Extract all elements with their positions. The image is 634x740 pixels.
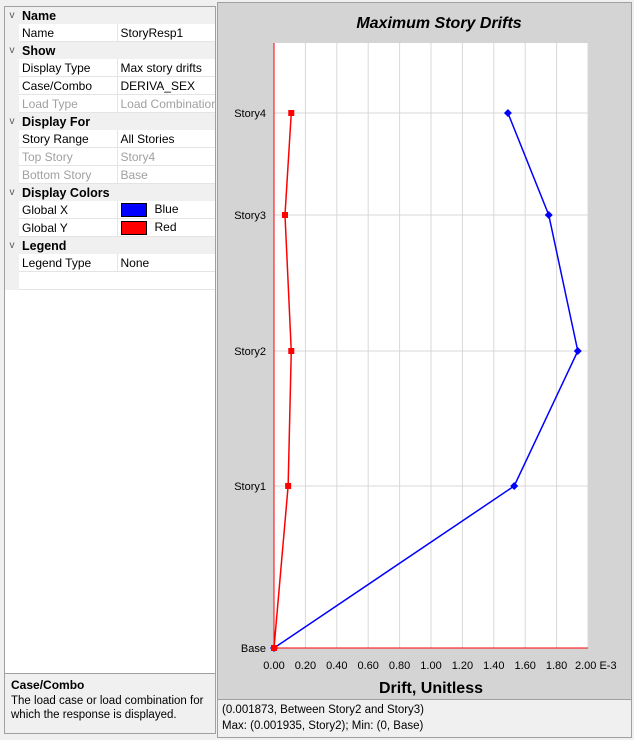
- property-name: Top Story: [19, 147, 118, 166]
- chevron-down-icon[interactable]: v: [5, 183, 19, 201]
- property-row[interactable]: Story Range All Stories: [5, 130, 215, 148]
- property-name: Display Type: [19, 59, 118, 77]
- property-name: Legend Type: [19, 254, 118, 272]
- property-value[interactable]: Story4: [117, 147, 215, 166]
- property-value[interactable]: Max story drifts: [117, 59, 215, 77]
- story-label: Story4: [234, 108, 266, 120]
- property-row[interactable]: Global X Blue: [5, 201, 215, 219]
- property-value[interactable]: Load Combinations: [117, 94, 215, 113]
- property-name: Load Type: [19, 94, 118, 113]
- property-row[interactable]: Legend Type None: [5, 254, 215, 272]
- property-name: Case/Combo: [19, 76, 118, 95]
- x-tick-label: 1.80: [546, 660, 567, 672]
- status-max-min: Max: (0.001935, Story2); Min: (0, Base): [222, 720, 424, 732]
- story-label: Story2: [234, 346, 266, 358]
- data-point-x: [544, 211, 553, 219]
- row-gutter: [5, 59, 19, 77]
- data-point-y: [288, 348, 295, 354]
- category-label: Display For: [19, 112, 215, 130]
- property-name: Story Range: [19, 130, 118, 148]
- description-title: Case/Combo: [11, 678, 85, 692]
- status-cursor-readout: (0.001873, Between Story2 and Story3): [222, 704, 425, 716]
- data-point-y: [288, 110, 295, 116]
- properties-panel: v Name Name StoryResp1 v Show Display Type Max …: [4, 6, 216, 734]
- row-gutter: [5, 201, 19, 219]
- data-point-x: [503, 109, 512, 117]
- description-text-line2: which the response is displayed.: [11, 709, 177, 721]
- x-tick-label: 1.40: [483, 660, 504, 672]
- category-3[interactable]: v Display Colors: [5, 183, 215, 201]
- category-2[interactable]: v Display For: [5, 112, 215, 130]
- row-gutter: [5, 147, 19, 166]
- category-label: Name: [19, 7, 215, 24]
- data-point-y: [271, 645, 277, 651]
- row-gutter: [5, 130, 19, 148]
- chart-title: Maximum Story Drifts: [356, 15, 521, 32]
- property-row[interactable]: Display Type Max story drifts: [5, 59, 215, 77]
- chevron-down-icon[interactable]: v: [5, 41, 19, 59]
- property-name: Global Y: [19, 218, 118, 237]
- chevron-down-icon[interactable]: v: [5, 112, 19, 130]
- property-name: Global X: [19, 201, 118, 219]
- grid-filler: [5, 271, 215, 290]
- x-tick-label: 0.80: [389, 660, 410, 672]
- property-row[interactable]: Name StoryResp1: [5, 24, 215, 42]
- color-swatch[interactable]: [120, 202, 147, 217]
- category-4[interactable]: v Legend: [5, 236, 215, 254]
- property-value[interactable]: Blue: [117, 201, 215, 219]
- row-gutter: [5, 254, 19, 272]
- property-row[interactable]: Bottom Story Base: [5, 165, 215, 184]
- color-name: Red: [154, 220, 177, 235]
- data-point-x: [573, 347, 582, 355]
- property-value[interactable]: DERIVA_SEX: [117, 76, 215, 95]
- story-label: Base: [241, 643, 266, 655]
- row-gutter: [5, 94, 19, 113]
- description-text-line1: The load case or load combination for: [11, 695, 204, 707]
- data-point-y: [281, 212, 288, 218]
- row-gutter: [5, 24, 19, 42]
- category-label: Show: [19, 41, 215, 59]
- x-tick-label: 0.00: [263, 660, 284, 672]
- property-value[interactable]: Base: [117, 165, 215, 184]
- property-value[interactable]: Red: [117, 218, 215, 237]
- category-0[interactable]: v Name: [5, 7, 215, 24]
- category-label: Legend: [19, 236, 215, 254]
- category-label: Display Colors: [19, 183, 215, 201]
- property-value[interactable]: All Stories: [117, 130, 215, 148]
- x-tick-label: 1.00: [420, 660, 441, 672]
- property-row[interactable]: Global Y Red: [5, 218, 215, 237]
- property-value[interactable]: StoryResp1: [117, 24, 215, 42]
- chart-panel: Maximum Story Drifts 0.00 0.20 0.40 0.60 0.80…: [217, 2, 632, 738]
- chevron-down-icon[interactable]: v: [5, 236, 19, 254]
- x-tick-label: 0.20: [295, 660, 316, 672]
- property-row[interactable]: Load Type Load Combinations: [5, 94, 215, 113]
- story-drift-chart: Maximum Story Drifts 0.00 0.20 0.40 0.60 0.80…: [234, 15, 617, 697]
- color-swatch[interactable]: [120, 220, 147, 235]
- color-name: Blue: [154, 202, 179, 217]
- property-value[interactable]: None: [117, 254, 215, 272]
- property-row[interactable]: Case/Combo DERIVA_SEX: [5, 76, 215, 95]
- story-label: Story3: [234, 210, 266, 222]
- row-gutter: [5, 165, 19, 184]
- property-grid: v Name Name StoryResp1 v Show Display Type Max …: [5, 7, 215, 290]
- category-1[interactable]: v Show: [5, 41, 215, 59]
- chevron-down-icon[interactable]: v: [5, 7, 19, 24]
- x-tick-label: 2.00 E-3: [575, 660, 617, 672]
- x-tick-label: 0.60: [357, 660, 378, 672]
- story-label: Story1: [234, 481, 266, 493]
- x-tick-label: 1.60: [514, 660, 535, 672]
- x-tick-label: 0.40: [326, 660, 347, 672]
- status-bar: (0.001873, Between Story2 and Story3) Ma…: [218, 699, 631, 737]
- data-point-y: [285, 483, 292, 489]
- x-tick-label: 1.20: [452, 660, 473, 672]
- x-axis-label: Drift, Unitless: [379, 680, 483, 697]
- row-gutter: [5, 76, 19, 95]
- property-name: Name: [19, 24, 118, 42]
- property-name: Bottom Story: [19, 165, 118, 184]
- description-panel: Case/Combo The load case or load combina…: [5, 673, 215, 733]
- property-row[interactable]: Top Story Story4: [5, 147, 215, 166]
- row-gutter: [5, 218, 19, 237]
